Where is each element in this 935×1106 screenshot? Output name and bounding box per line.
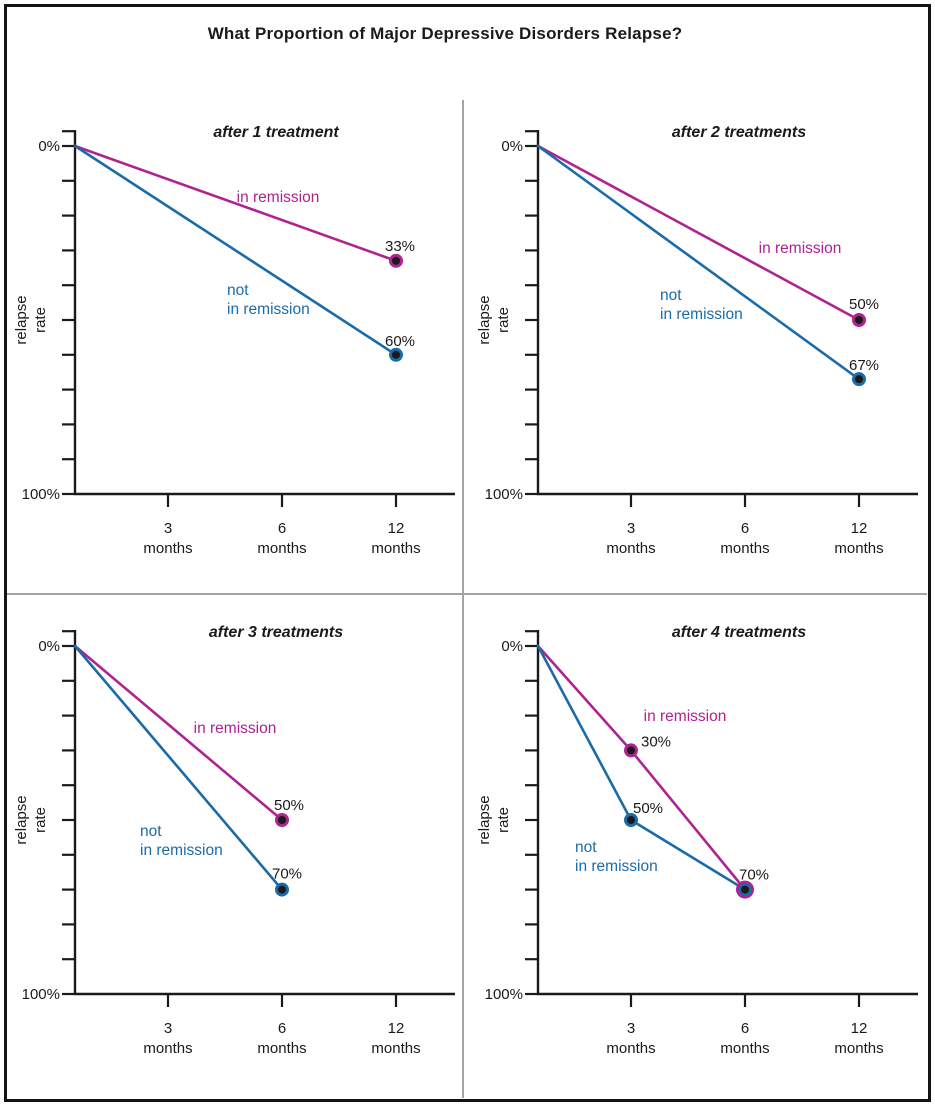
in-remission-line [536,144,861,322]
y-axis-bottom-label: 100% [485,986,523,1003]
data-point-label: 33% [385,238,415,255]
not-in-remission-line [73,144,398,357]
not-in-remission-dot-core [627,816,635,824]
x-tick-unit: months [834,1040,883,1057]
y-axis-top-label: 0% [38,138,60,155]
in-remission-series-label: in remission [237,189,320,206]
not-in-remission-dot-core [392,350,400,359]
in-remission-series-label: in remission [644,708,727,725]
data-point-label: 50% [849,296,879,313]
in-remission-line [536,644,747,891]
x-tick-value: 12 [388,1020,405,1037]
in-remission-series-label: in remission [759,240,842,257]
outer-border [4,4,931,1102]
in-remission-dot-core [855,316,863,324]
x-tick-unit: months [606,540,655,557]
not-in-remission-series-label: not in remission [140,823,223,859]
chart-svg: after 2 treatments 0% 100% 3 months 6 months 12… [476,124,918,557]
not-in-remission-dot-core [855,375,863,384]
y-axis-title: relapse rate [13,795,49,844]
x-tick-unit: months [720,540,769,557]
in-remission-line [73,644,284,822]
y-axis-top-label: 0% [501,138,523,155]
not-in-remission-dot-core [741,885,749,894]
data-point-label: 67% [849,357,879,374]
x-tick-value: 3 [627,520,635,537]
not-in-remission-series-label: not in remission [660,287,743,323]
x-tick-value: 12 [851,520,868,537]
y-axis-bottom-label: 100% [485,486,523,503]
not-in-remission-line [73,644,284,891]
x-tick-value: 3 [164,1020,172,1037]
panel-title: after 3 treatments [209,624,343,641]
data-point-label: 50% [633,800,663,817]
not-in-remission-line [536,144,861,381]
data-point-label: 70% [272,866,302,883]
panel-divider-vertical [462,100,464,1098]
y-axis-title: relapse rate [476,795,512,844]
y-axis-title: relapse rate [476,295,512,344]
in-remission-dot-core [627,746,635,755]
y-axis-bottom-label: 100% [22,986,60,1003]
panel-title: after 2 treatments [672,124,806,141]
x-tick-unit: months [720,1040,769,1057]
x-tick-value: 12 [388,520,405,537]
x-tick-value: 3 [627,1020,635,1037]
panel-title: after 4 treatments [672,624,806,641]
panel-title: after 1 treatment [213,124,339,141]
data-point-label: 50% [274,797,304,814]
in-remission-dot-core [278,816,286,824]
x-tick-value: 6 [278,1020,286,1037]
chart-panel-after-2-treatments: after 2 treatments 0% 100% 3 months 6 months 12… [473,90,928,600]
x-tick-unit: months [143,1040,192,1057]
y-axis-title: relapse rate [13,295,49,344]
chart-panel-after-3-treatments: after 3 treatments 0% 100% 3 months 6 months 12… [10,590,465,1100]
x-tick-unit: months [371,540,420,557]
not-in-remission-series-label: not in remission [227,282,310,318]
in-remission-line [73,144,398,263]
chart-svg: after 4 treatments 0% 100% 3 months 6 months 12… [476,624,918,1057]
y-axis-bottom-label: 100% [22,486,60,503]
page-title: What Proportion of Major Depressive Diso… [207,24,683,43]
x-tick-unit: months [606,1040,655,1057]
data-point-label: 70% [739,867,769,884]
x-tick-unit: months [257,540,306,557]
x-tick-value: 6 [741,1020,749,1037]
data-point-label: 60% [385,333,415,350]
not-in-remission-series-label: not in remission [575,839,658,875]
x-tick-unit: months [257,1040,306,1057]
not-in-remission-dot-core [278,885,286,894]
x-tick-value: 3 [164,520,172,537]
y-axis-top-label: 0% [38,638,60,655]
chart-panel-after-1-treatment: after 1 treatment 0% 100% 3 months 6 months 12 m… [10,90,465,600]
x-tick-unit: months [834,540,883,557]
in-remission-dot-core [392,256,400,265]
chart-panel-after-4-treatments: after 4 treatments 0% 100% 3 months 6 months 12… [473,590,928,1100]
y-axis-top-label: 0% [501,638,523,655]
x-tick-unit: months [371,1040,420,1057]
chart-svg: after 1 treatment 0% 100% 3 months 6 months 12 m… [13,124,455,557]
data-point-label: 30% [641,733,671,750]
x-tick-unit: months [143,540,192,557]
panel-divider-horizontal [7,593,927,595]
in-remission-series-label: in remission [194,720,277,737]
x-tick-value: 6 [741,520,749,537]
x-tick-value: 6 [278,520,286,537]
chart-svg: after 3 treatments 0% 100% 3 months 6 months 12… [13,624,455,1057]
x-tick-value: 12 [851,1020,868,1037]
